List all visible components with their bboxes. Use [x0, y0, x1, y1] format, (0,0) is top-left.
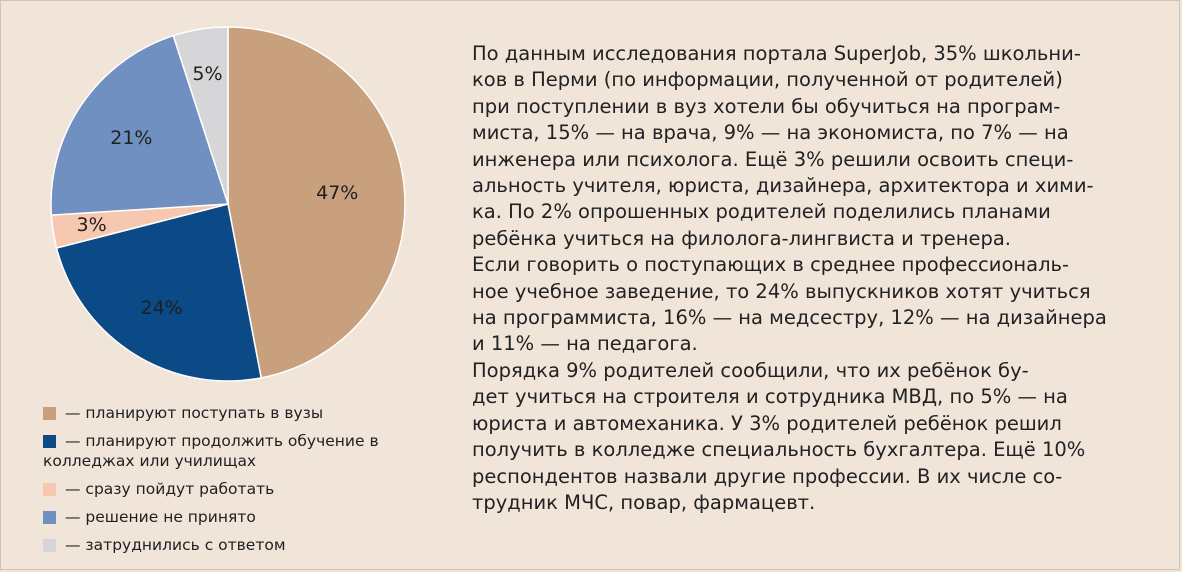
legend-item-undecided: — решение не принято [43, 507, 433, 527]
article-line: миста, 15% — на врача, 9% — на экономист… [472, 121, 1069, 145]
legend-label: — планируют поступать в вузы [65, 404, 324, 422]
slice-label-colleges: 24% [140, 297, 182, 319]
article-line: инженера или психолога. Ещё 3% решили ос… [472, 147, 1074, 171]
article-line: Если говорить о поступающих в среднее пр… [472, 253, 1070, 277]
legend-label: — сразу пойдут работать [65, 480, 275, 498]
slice-label-no-answer: 5% [192, 63, 222, 85]
slice-label-work: 3% [77, 214, 107, 236]
legend-label: — решение не принято [65, 508, 256, 526]
article-line: дет учиться на строителя и сотрудника МВ… [472, 385, 1068, 409]
article-line: ребёнка учиться на филолога-лингвиста и … [472, 226, 1011, 250]
article-line: на программиста, 16% — на медсестру, 12%… [472, 306, 1107, 330]
article-line: юриста и автомеханика. У 3% родителей ре… [472, 411, 1062, 435]
legend-swatch [43, 539, 56, 552]
pie-slice-colleges [55, 203, 263, 382]
pie-slice-no-answer [172, 26, 229, 205]
legend-item-no-answer: — затруднились с ответом [43, 535, 433, 555]
article-line: альность учителя, юриста, дизайнера, арх… [472, 174, 1094, 198]
article-line: и 11% — на педагога. [472, 332, 698, 356]
article-line: По данным исследования портала SuperJob,… [472, 42, 1081, 65]
legend-swatch [43, 407, 56, 420]
legend-label: — планируют продолжить обучение в коллед… [43, 432, 379, 470]
article-line: при поступлении в вуз хотели бы обучитьс… [472, 94, 1061, 118]
legend-swatch [43, 435, 56, 448]
legend-item-colleges: — планируют продолжить обучение в коллед… [43, 431, 433, 471]
article-line: трудник МЧС, повар, фармацевт. [472, 490, 816, 514]
pie-slice-undecided [50, 34, 230, 216]
pie-chart: 47% 24% 3% 21% 5% [50, 26, 406, 382]
legend-swatch [43, 483, 56, 496]
legend-item-work: — сразу пойдут работать [43, 479, 433, 499]
chart-legend: — планируют поступать в вузы — планируют… [43, 403, 433, 563]
slice-label-undecided: 21% [110, 127, 152, 149]
legend-swatch [43, 511, 56, 524]
slice-label-universities: 47% [316, 182, 358, 204]
article-text: По данным исследования портала SuperJob,… [472, 41, 1167, 516]
article-line: Порядка 9% родителей сообщили, что их ре… [472, 358, 1029, 382]
legend-item-universities: — планируют поступать в вузы [43, 403, 433, 423]
article-line: респондентов назвали другие профессии. В… [472, 464, 1063, 488]
article-line: ное учебное заведение, то 24% выпускнико… [472, 279, 1091, 303]
article-line: ков в Перми (по информации, полученной о… [472, 68, 1063, 92]
pie-slice-universities [227, 26, 406, 379]
article-line: ка. По 2% опрошенных родителей поделилис… [472, 200, 1051, 224]
article-line: получить в колледже специальность бухгал… [472, 438, 1086, 462]
legend-label: — затруднились с ответом [65, 536, 286, 554]
